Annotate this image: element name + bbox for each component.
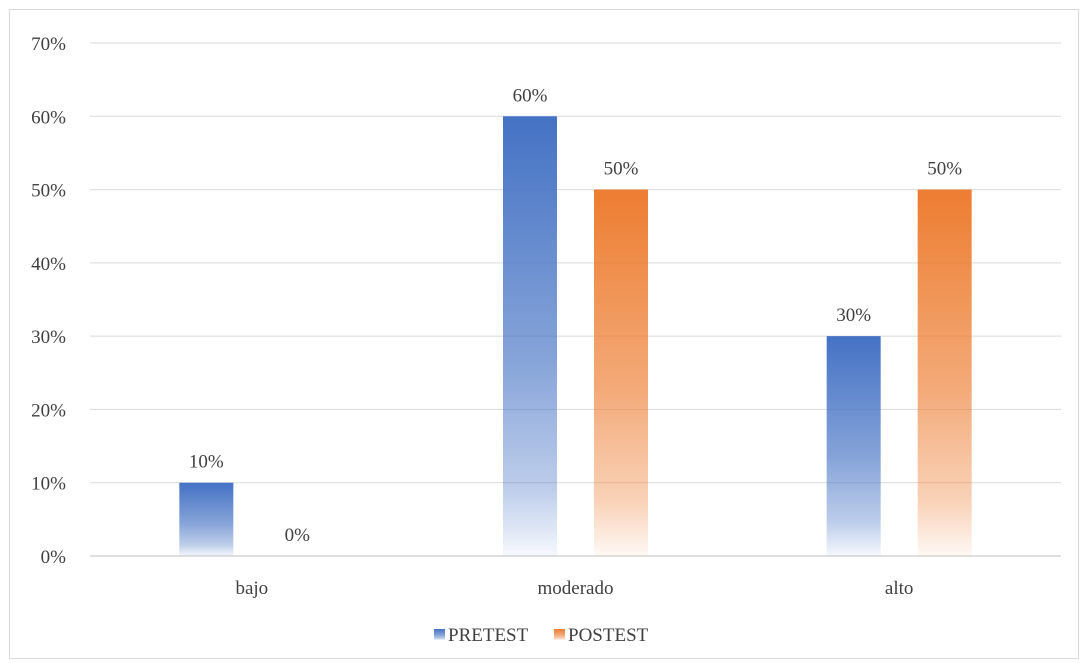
y-tick-label: 0% xyxy=(41,547,67,568)
bars xyxy=(179,116,972,557)
x-category-label: moderado xyxy=(538,578,614,599)
bar-postest-moderado xyxy=(594,189,648,557)
bar-pretest-moderado xyxy=(503,116,557,557)
data-label: 0% xyxy=(285,525,311,546)
x-axis-categories: bajo moderado alto xyxy=(235,578,913,599)
data-label: 50% xyxy=(927,159,962,180)
legend: PRETEST POSTEST xyxy=(434,625,649,646)
y-tick-label: 70% xyxy=(31,34,66,55)
x-category-label: alto xyxy=(885,578,914,599)
gridlines xyxy=(90,42,1061,557)
bar-pretest-bajo xyxy=(179,482,234,556)
data-label: 50% xyxy=(604,159,639,180)
data-labels: 10% 0% 60% 50% 30% 50% xyxy=(189,85,962,546)
data-label: 30% xyxy=(836,305,871,326)
y-tick-label: 40% xyxy=(31,254,66,275)
data-label: 60% xyxy=(513,85,548,106)
legend-swatch-postest xyxy=(554,629,565,640)
data-label: 10% xyxy=(189,452,224,473)
legend-label-postest: POSTEST xyxy=(568,625,649,646)
y-tick-label: 10% xyxy=(31,474,66,495)
y-tick-label: 30% xyxy=(31,327,66,348)
y-tick-label: 50% xyxy=(31,181,66,202)
x-category-label: bajo xyxy=(235,578,268,599)
y-tick-label: 20% xyxy=(31,400,66,421)
y-axis-ticks: 0% 10% 20% 30% 40% 50% 60% 70% xyxy=(31,34,66,568)
legend-swatch-pretest xyxy=(434,629,445,640)
y-tick-label: 60% xyxy=(31,107,66,128)
bar-postest-alto xyxy=(917,189,972,557)
bar-pretest-alto xyxy=(826,336,881,556)
legend-label-pretest: PRETEST xyxy=(448,625,529,646)
